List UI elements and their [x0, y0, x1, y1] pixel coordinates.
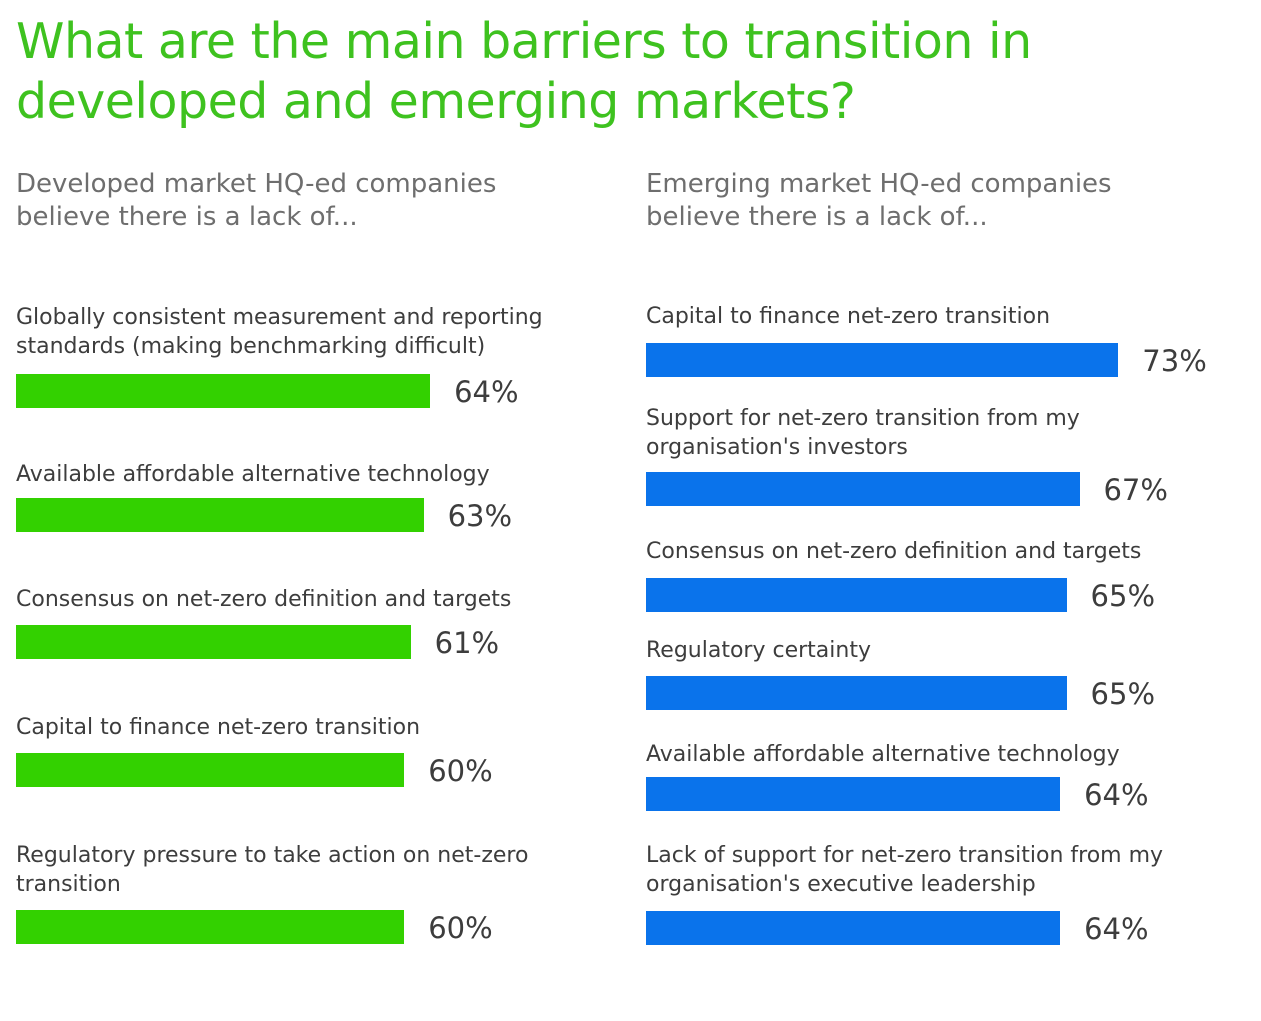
developed-bar	[16, 625, 411, 659]
bar-value-label: 60%	[428, 911, 493, 945]
bar-category-label: Support for net-zero transition from my …	[646, 406, 1080, 460]
emerging-bar	[646, 472, 1080, 506]
page-title: What are the main barriers to transition…	[16, 13, 1032, 130]
emerging-bar	[646, 777, 1061, 811]
bar-value-label: 65%	[1090, 579, 1156, 613]
developed-bar	[16, 498, 424, 532]
emerging-bar	[646, 676, 1067, 710]
bar-category-label: Regulatory certainty	[646, 638, 871, 663]
developed-chart-title: Developed market HQ-ed companies believe…	[16, 169, 497, 232]
bar-category-label: Consensus on net-zero definition and tar…	[16, 587, 512, 612]
emerging-chart-title: Emerging market HQ-ed companies believe …	[646, 169, 1112, 232]
bar-category-label: Consensus on net-zero definition and tar…	[646, 539, 1142, 564]
bar-value-label: 63%	[447, 499, 513, 533]
bar-category-label: Lack of support for net-zero transition …	[646, 843, 1164, 897]
bar-category-label: Available affordable alternative technol…	[16, 462, 490, 487]
emerging-bar	[646, 343, 1119, 377]
bar-value-label: 73%	[1142, 344, 1207, 378]
bar-category-label: Capital to finance net-zero transition	[646, 304, 1051, 329]
bar-category-label: Available affordable alternative technol…	[646, 742, 1120, 767]
bar-value-label: 64%	[454, 375, 519, 409]
bar-value-label: 64%	[1084, 912, 1149, 946]
developed-bar	[16, 910, 405, 944]
bar-category-label: Regulatory pressure to take action on ne…	[16, 843, 529, 897]
bar-value-label: 65%	[1090, 677, 1156, 711]
bar-value-label: 60%	[428, 754, 493, 788]
developed-bar	[16, 374, 431, 408]
emerging-bar	[646, 578, 1067, 612]
bar-value-label: 64%	[1084, 778, 1149, 812]
bar-value-label: 61%	[434, 626, 500, 660]
bar-category-label: Globally consistent measurement and repo…	[16, 305, 543, 359]
emerging-bar	[646, 911, 1061, 945]
bar-category-label: Capital to finance net-zero transition	[16, 715, 421, 740]
bar-value-label: 67%	[1103, 473, 1168, 507]
developed-bar	[16, 753, 405, 787]
